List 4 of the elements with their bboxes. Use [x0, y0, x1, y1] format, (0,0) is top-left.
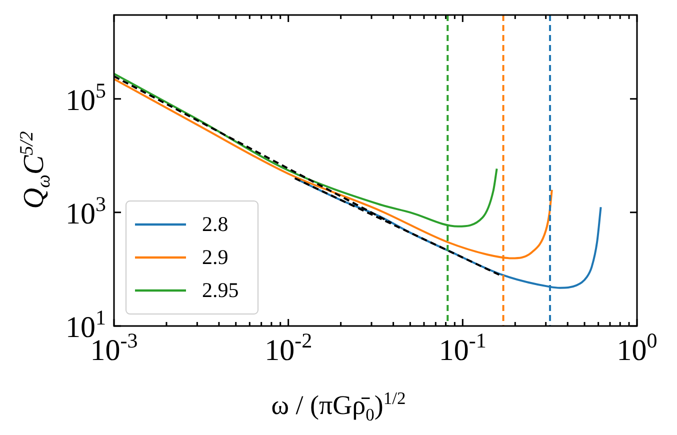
x-axis-title: ω / (πGρ̄$_{0}$)$^{1/2}$ — [270, 388, 407, 426]
legend-label: 2.95 — [202, 278, 239, 302]
legend-label: 2.8 — [202, 212, 228, 236]
legend-label: 2.9 — [202, 245, 228, 270]
